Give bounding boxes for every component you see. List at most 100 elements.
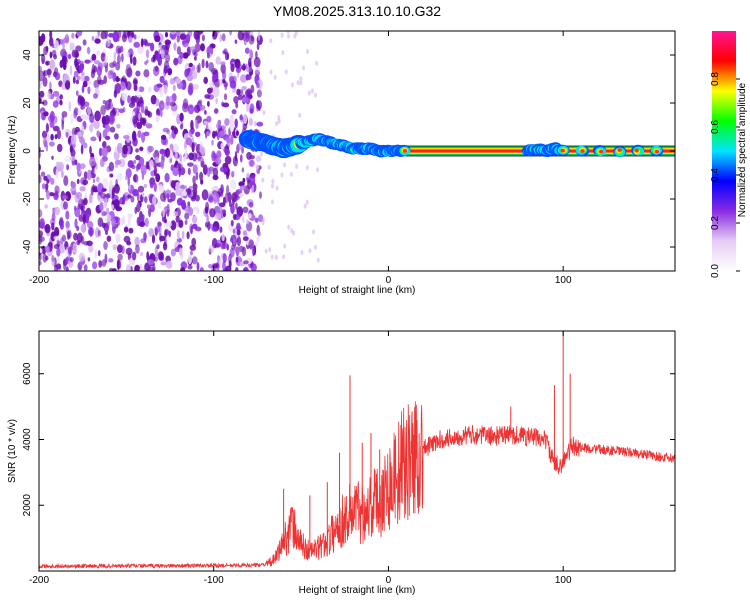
noise-blob [123, 235, 131, 243]
noise-blob [245, 32, 250, 43]
noise-blob [45, 122, 50, 133]
noise-blob [275, 185, 279, 191]
noise-blob [212, 86, 220, 98]
noise-blob [196, 262, 200, 271]
noise-blob [72, 76, 76, 84]
noise-blob [240, 74, 247, 83]
noise-blob [271, 178, 275, 184]
noise-blob [173, 127, 179, 135]
x-tick-label: -200 [29, 275, 49, 286]
noise-blob [41, 183, 46, 190]
signal-blob [580, 149, 585, 153]
colorbar-ticks: 0.0 0.2 0.4 0.6 0.8 [710, 72, 740, 278]
noise-blob [133, 159, 137, 164]
noise-blob [307, 90, 311, 96]
noise-blob [206, 52, 210, 59]
noise-blob [138, 86, 145, 93]
noise-blob [141, 192, 145, 197]
noise-blob [130, 53, 133, 65]
noise-blob [166, 204, 170, 209]
noise-blob [212, 167, 219, 177]
noise-blob [140, 104, 145, 114]
noise-blob [193, 31, 200, 40]
x-tick-label: -100 [204, 275, 224, 286]
noise-blob [96, 130, 100, 138]
noise-blob [178, 219, 184, 228]
noise-blob [83, 171, 88, 180]
noise-blob [261, 220, 265, 226]
noise-blob [92, 261, 98, 270]
noise-blob [136, 203, 141, 213]
noise-blob [68, 246, 72, 255]
noise-blob [229, 122, 235, 133]
noise-blob [223, 93, 228, 101]
noise-blob [170, 180, 176, 189]
noise-blob [46, 179, 50, 184]
noise-blob [62, 195, 68, 200]
noise-blob [136, 163, 141, 170]
noise-blob [246, 66, 253, 73]
noise-blob [314, 92, 317, 98]
noise-blob [105, 39, 111, 48]
noise-blob [125, 175, 129, 181]
noise-blob [135, 70, 141, 77]
noise-blob [193, 188, 198, 197]
noise-blob [100, 105, 106, 116]
noise-blob [256, 42, 260, 51]
noise-blob [172, 167, 179, 176]
noise-blob [219, 34, 223, 43]
x-tick-label: 100 [555, 575, 572, 586]
noise-blob [222, 253, 227, 263]
noise-blob [135, 154, 141, 161]
noise-blob [49, 81, 52, 90]
noise-blob [274, 254, 278, 260]
noise-blob [163, 66, 167, 77]
noise-blob [45, 45, 49, 52]
noise-blob [101, 147, 108, 157]
noise-blob [104, 31, 108, 39]
noise-blob [248, 117, 253, 126]
noise-blob [192, 84, 200, 90]
noise-blob [81, 210, 87, 215]
colorbar-label: Normalized spectral amplitude [737, 82, 748, 217]
noise-blob [190, 119, 194, 130]
noise-blob [306, 49, 309, 55]
noise-blob [104, 198, 108, 209]
noise-blob [106, 235, 112, 242]
noise-blob [150, 42, 155, 52]
noise-blob [65, 266, 69, 271]
noise-blob [222, 50, 227, 55]
noise-blob [239, 114, 243, 121]
noise-blob [238, 193, 244, 198]
noise-blob [206, 115, 212, 123]
noise-blob [104, 100, 111, 111]
noise-blob [82, 213, 87, 224]
noise-blob [62, 37, 70, 44]
noise-blob [149, 181, 154, 189]
noise-blob [73, 109, 78, 119]
noise-blob [187, 67, 191, 73]
noise-blob [144, 217, 149, 227]
noise-blob [277, 118, 281, 124]
noise-blob [260, 151, 264, 157]
noise-blob [39, 90, 45, 98]
noise-blob [220, 142, 225, 150]
noise-blob [156, 244, 160, 250]
noise-blob [62, 61, 67, 70]
noise-blob [105, 230, 108, 235]
noise-blob [44, 225, 49, 230]
noise-blob [224, 118, 230, 127]
noise-blob [186, 231, 190, 240]
noise-blob [314, 244, 317, 250]
noise-blob [73, 232, 78, 241]
noise-blob [51, 255, 55, 262]
noise-blob [230, 134, 234, 145]
noise-blob [151, 234, 156, 244]
signal-blob [560, 148, 565, 153]
noise-blob [255, 164, 260, 170]
noise-blob [164, 172, 170, 183]
noise-blob [188, 254, 192, 265]
noise-blob [86, 46, 91, 55]
noise-blob [146, 251, 150, 261]
noise-blob [236, 229, 241, 236]
